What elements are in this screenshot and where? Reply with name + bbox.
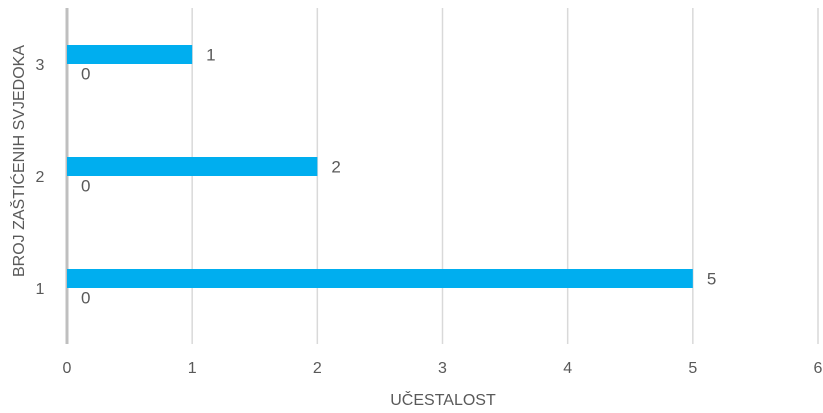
y-tick-label: 2 [36, 169, 45, 186]
data-label: 5 [707, 270, 716, 289]
tick-labels: 0 1 2 3 4 5 6 1 2 3 [36, 57, 823, 377]
x-tick-label: 4 [563, 360, 572, 377]
x-tick-label: 2 [313, 360, 322, 377]
data-labels: 5 0 2 0 1 0 [81, 46, 716, 308]
x-tick-label: 3 [438, 360, 447, 377]
bar [67, 269, 693, 288]
data-label: 0 [81, 177, 90, 196]
x-tick-label: 5 [688, 360, 697, 377]
data-label: 2 [331, 158, 340, 177]
y-tick-label: 1 [36, 281, 45, 298]
bars [67, 45, 693, 288]
x-axis-title: UČESTALOST [390, 390, 496, 408]
y-axis-title: BROJ ZAŠTIĆENIH SVJEDOKA [9, 45, 28, 277]
data-label: 0 [81, 289, 90, 308]
bar [67, 45, 193, 64]
data-label: 1 [206, 46, 215, 65]
y-tick-label: 3 [36, 57, 45, 74]
data-label: 0 [81, 65, 90, 84]
bar [67, 157, 318, 176]
x-tick-label: 6 [814, 360, 823, 377]
x-tick-label: 1 [188, 360, 197, 377]
x-tick-label: 0 [63, 360, 72, 377]
